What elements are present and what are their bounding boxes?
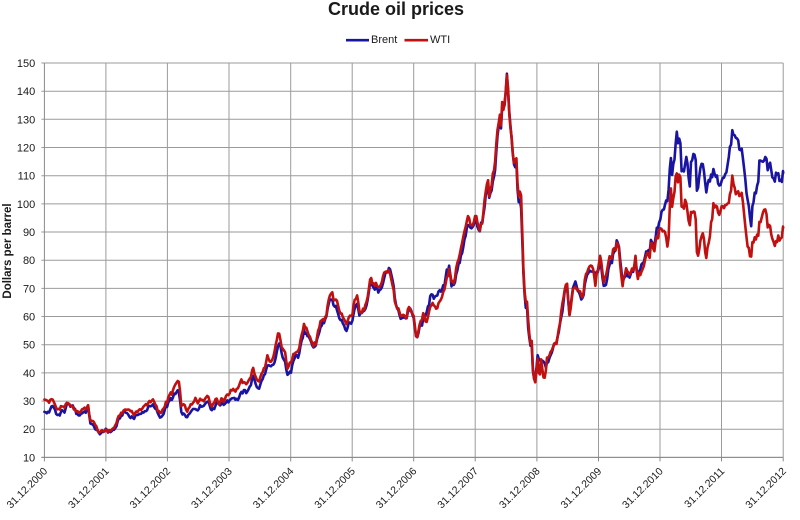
svg-text:WTI: WTI <box>430 34 450 46</box>
svg-text:150: 150 <box>17 58 35 70</box>
svg-text:60: 60 <box>23 312 35 324</box>
svg-text:Crude oil prices: Crude oil prices <box>328 0 464 19</box>
svg-text:Brent: Brent <box>371 34 397 46</box>
svg-text:50: 50 <box>23 340 35 352</box>
svg-text:130: 130 <box>17 114 35 126</box>
svg-text:120: 120 <box>17 143 35 155</box>
svg-text:20: 20 <box>23 424 35 436</box>
svg-text:100: 100 <box>17 199 35 211</box>
svg-text:Dollars per barrel: Dollars per barrel <box>2 203 14 298</box>
svg-text:90: 90 <box>23 227 35 239</box>
svg-text:110: 110 <box>18 171 36 183</box>
svg-text:40: 40 <box>23 368 35 380</box>
svg-text:10: 10 <box>23 452 35 464</box>
svg-text:140: 140 <box>17 86 35 98</box>
svg-text:70: 70 <box>23 283 35 295</box>
svg-text:30: 30 <box>23 396 35 408</box>
svg-text:80: 80 <box>23 255 35 267</box>
